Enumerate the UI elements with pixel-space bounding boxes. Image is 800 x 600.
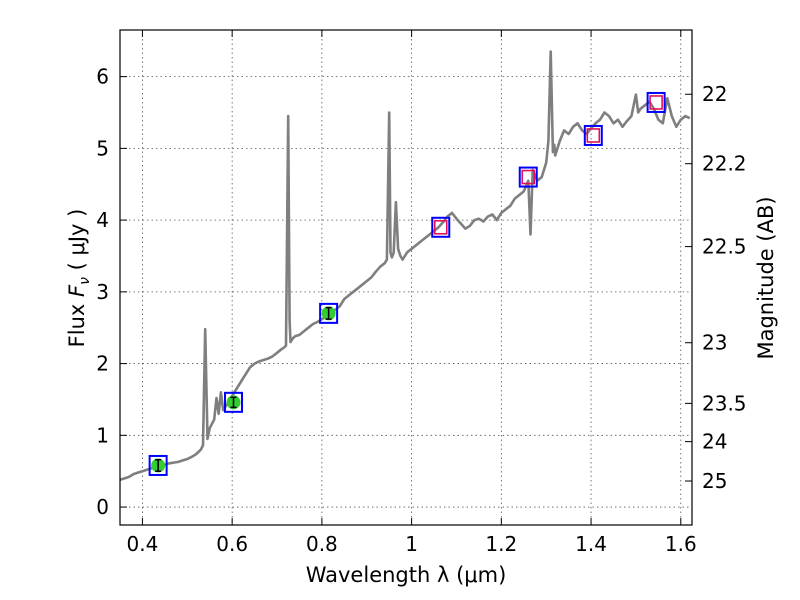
y-axis-label-suffix: ( μJy ) bbox=[65, 209, 89, 277]
y-axis-label: Flux Fν ( μJy ) bbox=[65, 209, 93, 348]
photometry-point bbox=[224, 391, 244, 413]
x-tick-label: 1 bbox=[405, 532, 418, 556]
spectrum-line bbox=[120, 50, 691, 482]
model-box-marker bbox=[646, 91, 666, 113]
y2-axis-label: Magnitude (AB) bbox=[754, 196, 778, 359]
x-tick-label: 0.8 bbox=[306, 532, 338, 556]
predicted-square-marker bbox=[521, 169, 536, 185]
y-tick-label: 0 bbox=[96, 495, 109, 519]
y2-tick-label: 22 bbox=[702, 82, 727, 106]
model-box-marker bbox=[224, 391, 244, 413]
y-axis-label-prefix: Flux bbox=[65, 297, 89, 347]
model-box-marker bbox=[319, 302, 339, 324]
predicted-square-marker bbox=[586, 128, 601, 143]
photometry-point bbox=[646, 91, 666, 113]
x-tick-label: 0.6 bbox=[216, 532, 248, 556]
tick-marks bbox=[120, 30, 692, 525]
plot-frame bbox=[119, 29, 693, 526]
photometry-point bbox=[518, 166, 538, 188]
y2-tick-label: 23 bbox=[702, 331, 727, 355]
x-tick-label: 1.6 bbox=[665, 532, 697, 556]
model-box-marker bbox=[518, 166, 538, 188]
x-tick-label: 0.4 bbox=[127, 532, 159, 556]
predicted-square-marker bbox=[433, 219, 448, 235]
photometry-point bbox=[431, 216, 451, 238]
predicted-square-marker bbox=[649, 95, 663, 110]
model-box-marker bbox=[431, 216, 451, 238]
y2-tick-label: 24 bbox=[702, 430, 727, 454]
y-axis-label-sub: ν bbox=[77, 277, 93, 285]
y2-tick-label: 23.5 bbox=[702, 391, 747, 415]
photometry-point bbox=[148, 454, 168, 476]
photometry-point bbox=[319, 302, 339, 324]
x-tick-label: 1.2 bbox=[485, 532, 517, 556]
y2-tick-label: 22.2 bbox=[702, 152, 747, 176]
y-tick-label: 4 bbox=[96, 208, 109, 232]
y-axis-label-var: F bbox=[65, 284, 89, 297]
y-tick-label: 3 bbox=[96, 280, 109, 304]
model-box-marker bbox=[583, 124, 603, 146]
y-tick-label: 5 bbox=[96, 136, 109, 160]
photometry-point bbox=[583, 124, 603, 146]
x-axis-label: Wavelength λ (μm) bbox=[306, 563, 507, 587]
y-tick-label: 2 bbox=[96, 352, 109, 376]
y-tick-label: 1 bbox=[96, 423, 109, 447]
y-tick-label: 6 bbox=[96, 65, 109, 89]
y2-tick-label: 25 bbox=[702, 469, 727, 493]
photometry-points bbox=[148, 91, 666, 476]
tick-labels: 0.4 0.6 0.8 1 1.2 1.4 1.601234562222.222.52323… bbox=[96, 65, 746, 556]
grid bbox=[120, 30, 692, 525]
x-tick-label: 1.4 bbox=[575, 532, 607, 556]
spectrum-series bbox=[120, 50, 691, 482]
y2-tick-label: 22.5 bbox=[702, 235, 747, 259]
model-box-marker bbox=[148, 454, 168, 476]
